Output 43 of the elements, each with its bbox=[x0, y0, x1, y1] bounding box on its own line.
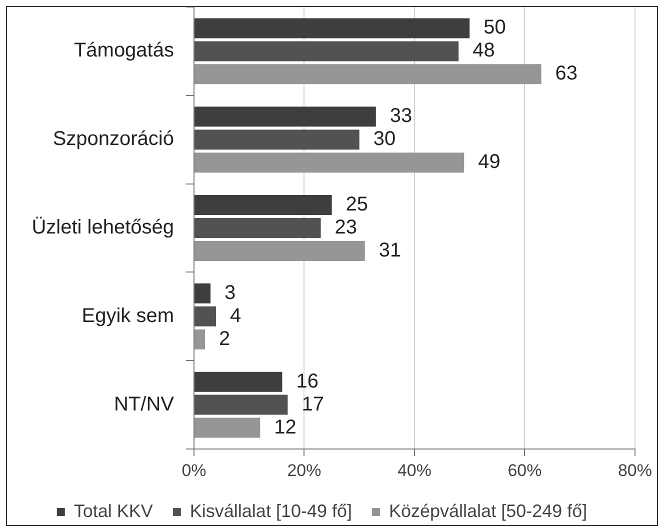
bar bbox=[194, 152, 464, 173]
bar bbox=[194, 18, 470, 38]
y-tick-label: NT/NV bbox=[114, 393, 175, 416]
legend-label: Középvállalat [50-249 fő] bbox=[389, 500, 588, 521]
bar bbox=[194, 418, 260, 438]
bar bbox=[194, 306, 216, 326]
data-label: 31 bbox=[378, 240, 402, 262]
data-label: 49 bbox=[478, 151, 500, 174]
data-label: 25 bbox=[346, 194, 368, 216]
bar bbox=[194, 329, 206, 350]
bar bbox=[194, 64, 542, 84]
data-label: 30 bbox=[373, 128, 396, 150]
data-label: 16 bbox=[296, 370, 318, 392]
legend-label: Kisvállalat [10-49 fő] bbox=[190, 500, 352, 521]
bar bbox=[194, 283, 211, 304]
x-tick-label: 60% bbox=[508, 460, 542, 480]
y-tick-label: Szponzoráció bbox=[52, 128, 174, 150]
bar bbox=[194, 106, 376, 127]
y-tick-label: Egyik sem bbox=[82, 304, 174, 327]
x-tick-label: 20% bbox=[287, 460, 322, 480]
data-label: 23 bbox=[334, 216, 358, 239]
data-label: 63 bbox=[555, 62, 578, 85]
y-tick-label: Üzleti lehetőség bbox=[32, 216, 174, 239]
data-label: 48 bbox=[472, 40, 495, 62]
data-label: 33 bbox=[390, 105, 412, 128]
bar bbox=[194, 130, 360, 150]
x-tick-label: 40% bbox=[397, 460, 432, 480]
data-label: 4 bbox=[230, 304, 242, 327]
x-tick-label: 0% bbox=[182, 460, 206, 480]
bar bbox=[194, 372, 282, 392]
data-label: 3 bbox=[224, 282, 236, 304]
bar bbox=[194, 195, 332, 216]
bar bbox=[194, 240, 365, 261]
data-label: 50 bbox=[484, 16, 506, 39]
data-label: 12 bbox=[274, 416, 296, 438]
bar bbox=[194, 218, 321, 238]
legend-label: Total KKV bbox=[74, 500, 153, 521]
bar bbox=[194, 41, 459, 62]
data-label: 2 bbox=[219, 328, 230, 350]
bar bbox=[194, 394, 288, 415]
x-tick-label: 80% bbox=[618, 460, 652, 480]
data-label: 17 bbox=[302, 393, 324, 416]
y-tick-label: Támogatás bbox=[74, 40, 174, 62]
